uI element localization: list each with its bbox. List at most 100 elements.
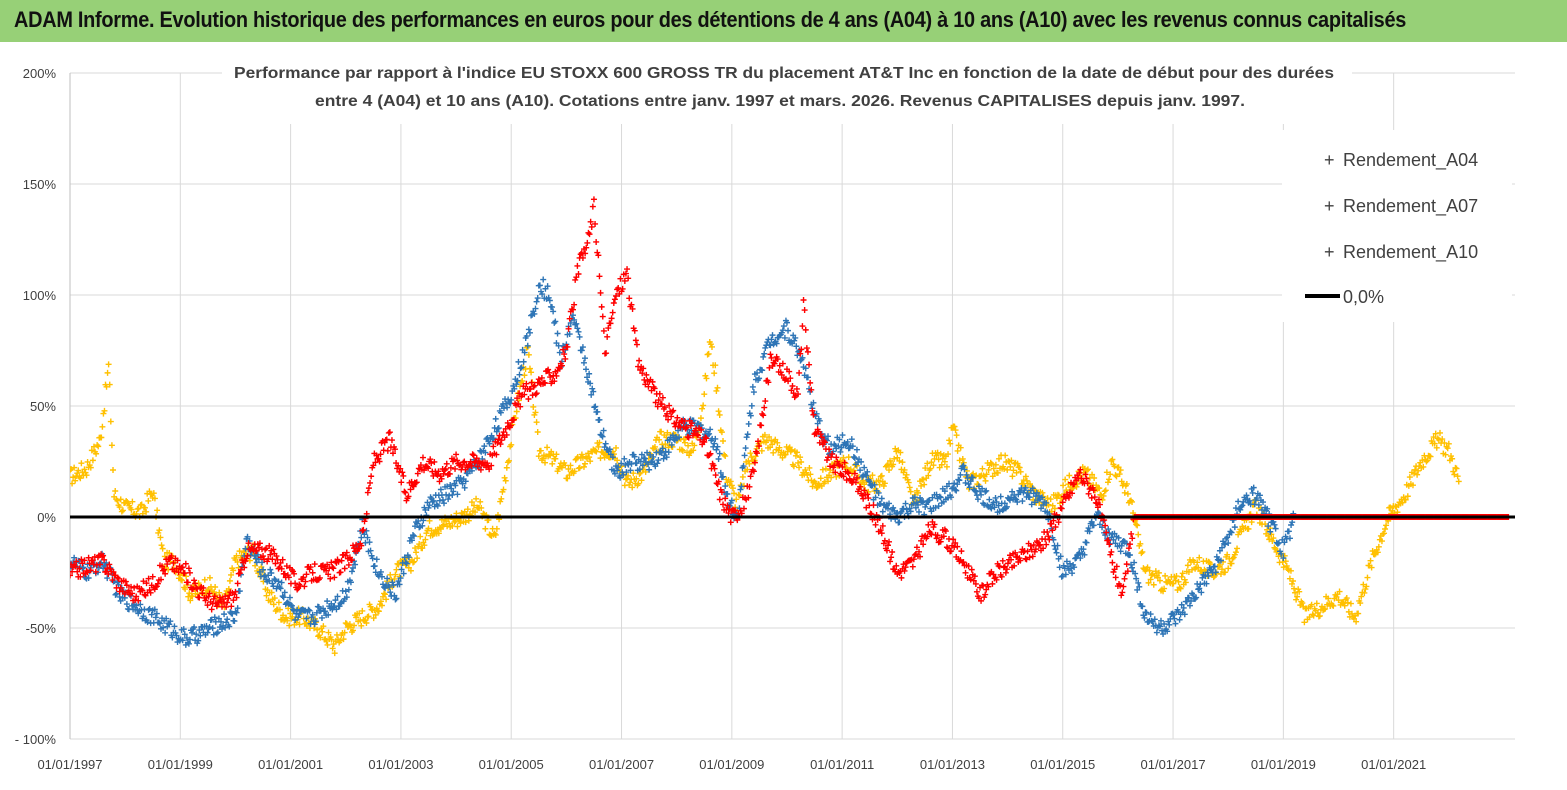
y-tick-label: 50% <box>30 399 56 414</box>
data-point <box>115 581 122 588</box>
data-point <box>311 621 318 628</box>
data-point <box>738 510 745 517</box>
data-point <box>603 350 610 357</box>
data-point <box>1150 581 1157 588</box>
data-point <box>324 561 331 568</box>
data-point <box>405 493 412 500</box>
data-point <box>655 397 662 404</box>
data-point <box>903 506 910 513</box>
data-point <box>425 525 432 532</box>
data-point <box>886 500 893 507</box>
data-point <box>1162 572 1169 579</box>
data-point <box>587 380 594 387</box>
data-point <box>918 482 925 489</box>
data-point <box>241 564 248 571</box>
data-point <box>417 533 424 540</box>
data-point <box>649 378 656 385</box>
data-point <box>254 551 261 558</box>
data-point <box>274 556 281 563</box>
data-point <box>230 597 237 604</box>
data-point <box>1156 623 1163 630</box>
data-point <box>539 291 546 298</box>
data-point <box>768 354 775 361</box>
data-point <box>1051 505 1058 512</box>
data-point <box>350 627 357 634</box>
data-point <box>813 410 820 417</box>
data-point <box>142 592 149 599</box>
data-point <box>1414 471 1421 478</box>
data-point <box>236 588 243 595</box>
data-point <box>477 498 484 505</box>
data-point <box>225 595 232 602</box>
data-point <box>678 446 685 453</box>
y-tick-label: 0% <box>37 510 56 525</box>
data-point <box>84 569 91 576</box>
data-point <box>151 495 158 502</box>
data-point <box>860 477 867 484</box>
data-point <box>184 579 191 586</box>
data-point <box>528 369 535 376</box>
data-point <box>588 391 595 398</box>
data-point <box>1083 539 1090 546</box>
data-point <box>320 623 327 630</box>
data-point <box>1197 581 1204 588</box>
data-point <box>662 441 669 448</box>
data-point <box>979 485 986 492</box>
data-point <box>1178 601 1185 608</box>
data-point <box>774 356 781 363</box>
data-point <box>271 595 278 602</box>
data-point <box>712 435 719 442</box>
data-point <box>1363 583 1370 590</box>
data-point <box>1250 484 1257 491</box>
data-point <box>1186 602 1193 609</box>
data-point <box>186 569 193 576</box>
data-point <box>537 447 544 454</box>
data-point <box>309 611 316 618</box>
data-point <box>72 477 79 484</box>
data-point <box>231 618 238 625</box>
data-point <box>833 473 840 480</box>
data-point <box>226 623 233 630</box>
data-point <box>498 437 505 444</box>
data-point <box>138 501 145 508</box>
data-point <box>523 333 530 340</box>
data-point <box>528 312 535 319</box>
data-point <box>914 501 921 508</box>
data-point <box>1039 494 1046 501</box>
data-point <box>900 505 907 512</box>
data-point <box>397 575 404 582</box>
data-point <box>645 383 652 390</box>
data-point <box>371 562 378 569</box>
data-point <box>162 570 169 577</box>
data-point <box>74 470 81 477</box>
data-point <box>401 488 408 495</box>
data-point <box>921 481 928 488</box>
data-point <box>228 571 235 578</box>
header-banner: ADAM Informe. Evolution historique des p… <box>0 0 1567 43</box>
data-point <box>546 369 553 376</box>
data-point <box>142 504 149 511</box>
data-point <box>1105 526 1112 533</box>
data-point <box>535 376 542 383</box>
data-point <box>937 494 944 501</box>
data-point <box>1027 480 1033 487</box>
legend-label-a04: Rendement_A04 <box>1343 150 1478 171</box>
data-point <box>1113 473 1120 480</box>
data-point <box>105 361 112 368</box>
data-point <box>365 613 372 620</box>
data-point <box>361 531 368 538</box>
data-point <box>767 351 774 358</box>
data-point <box>822 465 829 472</box>
data-point <box>147 589 154 596</box>
data-point <box>224 616 231 623</box>
data-point <box>810 411 817 418</box>
x-tick-label: 01/01/1999 <box>148 757 213 772</box>
data-point <box>490 443 497 450</box>
data-point <box>193 631 200 638</box>
data-point <box>472 509 479 516</box>
data-point <box>1208 566 1215 573</box>
data-point <box>1232 549 1239 556</box>
data-point <box>799 354 806 361</box>
data-point <box>1371 551 1378 558</box>
data-point <box>1195 586 1202 593</box>
